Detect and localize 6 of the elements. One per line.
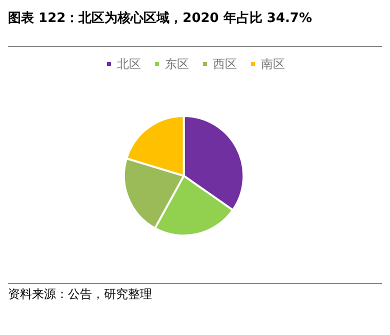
text: 资料来源：公告，研究整理 [8, 286, 153, 303]
legend-label: 西区 [213, 57, 237, 71]
legend-label: 南区 [261, 57, 285, 71]
chart-title: 图表 122：北区为核心区域，2020 年占比 34.7% [8, 10, 313, 28]
legend-label: 北区 [117, 57, 141, 71]
legend-label: 东区 [165, 57, 189, 71]
